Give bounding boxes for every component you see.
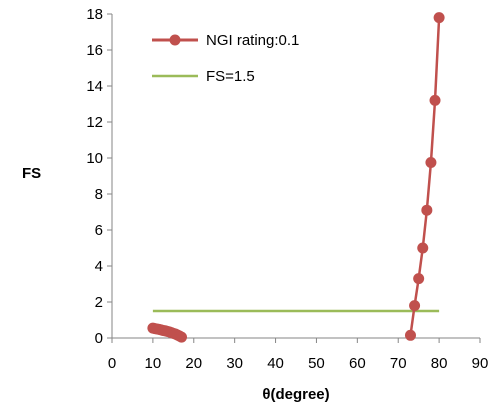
y-tick-label: 4 xyxy=(95,258,103,275)
x-tick-label: 70 xyxy=(390,355,407,372)
x-tick-label: 90 xyxy=(472,355,489,372)
ngi-data-point xyxy=(413,273,425,285)
x-axis-title: θ(degree) xyxy=(262,386,329,403)
x-tick-label: 50 xyxy=(308,355,325,372)
y-tick-label: 2 xyxy=(95,294,103,311)
ngi-data-point xyxy=(421,204,433,216)
legend-marker-ngi xyxy=(169,34,181,46)
x-tick-label: 60 xyxy=(349,355,366,372)
legend: NGI rating:0.1 FS=1.5 xyxy=(152,32,299,85)
series-layer xyxy=(147,12,445,343)
ngi-data-point xyxy=(417,242,429,254)
y-tick-label: 10 xyxy=(86,150,103,167)
legend-label-ngi: NGI rating:0.1 xyxy=(206,32,299,49)
ngi-data-point xyxy=(176,331,188,343)
ngi-data-point xyxy=(404,329,416,341)
x-tick-label: 80 xyxy=(431,355,448,372)
y-axis-title: FS xyxy=(22,165,41,182)
ngi-data-point xyxy=(429,94,441,106)
ngi-data-point xyxy=(409,300,421,312)
y-tick-label: 8 xyxy=(95,186,103,203)
ngi-data-point xyxy=(433,12,445,24)
ngi-data-point xyxy=(425,157,437,168)
y-tick-label: 12 xyxy=(86,114,103,131)
y-tick-label: 14 xyxy=(86,78,103,95)
y-tick-label: 0 xyxy=(95,330,103,347)
x-tick-label: 40 xyxy=(267,355,284,372)
legend-label-fs: FS=1.5 xyxy=(206,68,255,85)
ngi-series-line xyxy=(409,17,441,336)
y-tick-label: 18 xyxy=(86,6,103,23)
y-tick-label: 16 xyxy=(86,42,103,59)
y-tick-label: 6 xyxy=(95,222,103,239)
x-tick-label: 10 xyxy=(145,355,162,372)
y-ticks: 0 2 4 6 8 10 12 14 16 18 xyxy=(86,6,112,347)
x-tick-label: 20 xyxy=(185,355,202,372)
axes xyxy=(111,14,480,339)
x-tick-label: 0 xyxy=(108,355,116,372)
x-tick-label: 30 xyxy=(226,355,243,372)
x-ticks: 0 10 20 30 40 50 60 70 80 90 xyxy=(108,338,489,372)
